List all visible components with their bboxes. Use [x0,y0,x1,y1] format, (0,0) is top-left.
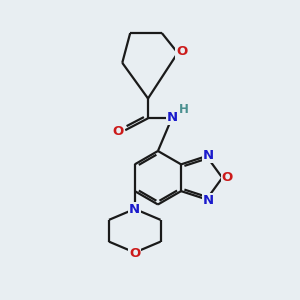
Text: O: O [222,171,233,184]
Text: O: O [113,125,124,138]
Text: O: O [176,45,187,58]
Text: N: N [203,194,214,207]
Text: N: N [203,148,214,162]
Text: O: O [129,247,140,260]
Text: N: N [129,203,140,216]
Text: H: H [179,103,189,116]
Text: N: N [167,111,178,124]
